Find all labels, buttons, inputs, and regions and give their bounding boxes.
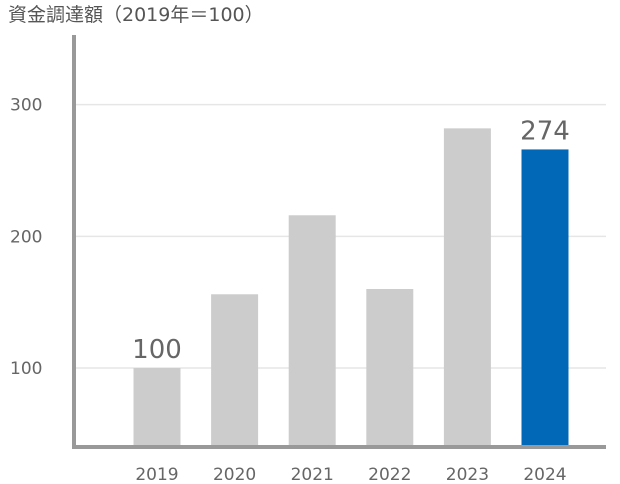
bars bbox=[133, 128, 569, 447]
y-tick-label-300: 300 bbox=[10, 96, 42, 116]
x-tick-label-2022: 2022 bbox=[368, 465, 411, 484]
bar-2023 bbox=[443, 128, 491, 447]
bar-2021 bbox=[288, 215, 336, 447]
data-label-2019: 100 bbox=[132, 335, 182, 365]
x-tick-label-2021: 2021 bbox=[291, 465, 334, 484]
axes bbox=[72, 35, 606, 449]
x-tick-label-2019: 2019 bbox=[135, 465, 178, 484]
bar-2020 bbox=[211, 294, 259, 447]
bar-2022 bbox=[366, 289, 414, 447]
y-tick-label-100: 100 bbox=[10, 359, 42, 379]
y-tick-label-200: 200 bbox=[10, 227, 42, 247]
x-tick-label-2023: 2023 bbox=[446, 465, 489, 484]
labels: 100 200 300 2019 2020 2021 2022 2023 2024 100 274 bbox=[10, 96, 570, 484]
bar-2019 bbox=[133, 368, 181, 447]
data-label-2024: 274 bbox=[520, 116, 570, 146]
x-tick-label-2024: 2024 bbox=[523, 465, 566, 484]
chart-title: 資金調達額（2019年＝100） bbox=[8, 4, 264, 26]
x-tick-label-2020: 2020 bbox=[213, 465, 256, 484]
bar-2024 bbox=[521, 149, 569, 447]
